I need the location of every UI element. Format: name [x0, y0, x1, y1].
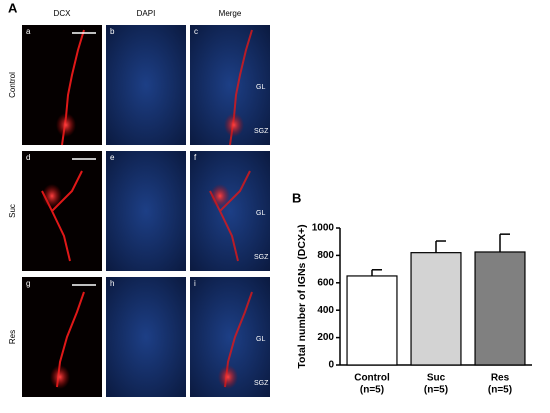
bar — [474, 251, 526, 366]
micrograph — [22, 151, 102, 271]
panel-letter: a — [26, 27, 31, 36]
micrograph — [106, 277, 186, 397]
panel-letter: c — [194, 27, 198, 36]
panel-letter: e — [110, 153, 115, 162]
panel-letter: g — [26, 279, 30, 288]
y-tick-label: 400 — [317, 305, 334, 316]
y-tick-label: 1000 — [312, 223, 335, 234]
x-tick-label: Control — [354, 373, 390, 384]
panel-letter: f — [194, 153, 197, 162]
neuron-soma — [210, 184, 230, 208]
bar — [346, 275, 398, 366]
x-tick-label: Suc — [427, 373, 446, 384]
region-label: GL — [256, 84, 265, 91]
neuron-soma — [42, 184, 62, 208]
y-tick-label: 0 — [328, 360, 334, 371]
x-tick-sublabel: (n=5) — [360, 385, 384, 396]
panel-letter: d — [26, 153, 30, 162]
panel-label: A — [8, 0, 18, 15]
micrograph — [106, 25, 186, 145]
x-tick-sublabel: (n=5) — [488, 385, 512, 396]
column-header: Merge — [219, 9, 242, 18]
row-label: Suc — [8, 204, 17, 218]
region-label: GL — [256, 336, 265, 343]
bar — [410, 252, 462, 366]
column-header: DAPI — [137, 9, 156, 18]
row-label: Res — [8, 330, 17, 344]
panel-letter: b — [110, 27, 115, 36]
neuron-soma — [56, 113, 76, 137]
panel-label: B — [292, 190, 301, 205]
row-label: Control — [8, 72, 17, 98]
micrograph — [190, 151, 270, 271]
x-tick-label: Res — [491, 373, 510, 384]
neuron-soma — [50, 365, 70, 389]
y-tick-label: 600 — [317, 277, 334, 288]
y-tick-label: 800 — [317, 250, 334, 261]
neuron-soma — [224, 113, 244, 137]
neuron-soma — [218, 365, 238, 389]
y-axis-label: Total number of IGNs (DCX+) — [296, 224, 308, 368]
micrograph — [106, 151, 186, 271]
region-label: SGZ — [254, 380, 269, 387]
panel-letter: i — [194, 279, 196, 288]
panel-letter: h — [110, 279, 114, 288]
region-label: SGZ — [254, 128, 269, 135]
region-label: SGZ — [254, 254, 269, 261]
column-header: DCX — [54, 9, 72, 18]
x-tick-sublabel: (n=5) — [424, 385, 448, 396]
y-tick-label: 200 — [317, 332, 334, 343]
region-label: GL — [256, 210, 265, 217]
